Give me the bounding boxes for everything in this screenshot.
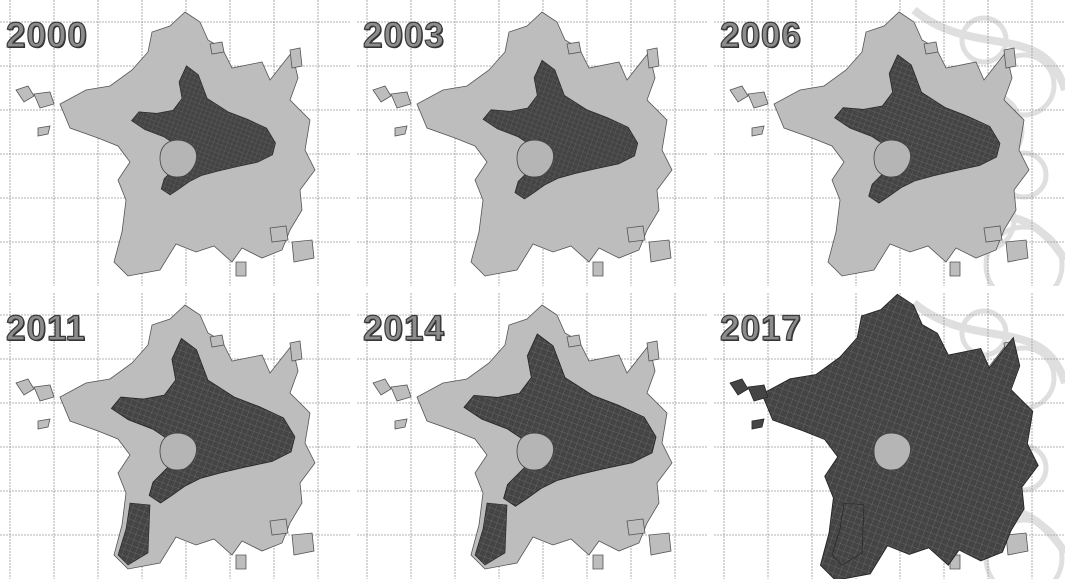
- map-panel-2003: 2003: [357, 0, 708, 286]
- outlying-parcel: [291, 532, 315, 556]
- outlying-parcel: [566, 334, 582, 348]
- outlying-parcel: [751, 125, 765, 137]
- built-up-area: [463, 333, 657, 507]
- central-park: [159, 139, 197, 178]
- outlying-parcel: [648, 239, 672, 263]
- built-up-area: [110, 337, 296, 504]
- map-panel-2006: 2006: [714, 0, 1065, 286]
- outlying-parcel: [923, 41, 939, 55]
- outlying-parcel: [394, 418, 408, 430]
- outlying-parcel: [566, 41, 582, 55]
- built-up-area: [131, 65, 276, 196]
- outlying-parcel: [15, 378, 35, 396]
- year-label: 2014: [362, 309, 445, 348]
- outlying-parcel: [235, 261, 247, 277]
- map-svg: [0, 293, 351, 579]
- outlying-parcel: [33, 384, 55, 402]
- central-park: [159, 432, 197, 471]
- outlying-parcel: [592, 261, 604, 277]
- outlying-parcel: [289, 47, 303, 69]
- built-up-area: [834, 54, 1001, 204]
- map-svg: [357, 293, 708, 579]
- outlying-parcel: [209, 334, 225, 348]
- map-panel-2011: 2011: [0, 293, 351, 579]
- outlying-parcel: [747, 91, 769, 109]
- map-panel-2014: 2014: [357, 293, 708, 579]
- outlying-parcel: [209, 41, 225, 55]
- outlying-parcel: [729, 85, 749, 103]
- built-up-core: [463, 333, 657, 507]
- built-up-extension: [474, 502, 508, 566]
- outlying-parcel: [15, 85, 35, 103]
- year-label: 2011: [5, 309, 86, 348]
- year-label: 2017: [719, 309, 802, 348]
- built-up-extension: [117, 502, 151, 566]
- built-up-outlier: [751, 418, 765, 430]
- central-park: [516, 432, 554, 471]
- outlying-parcel: [33, 91, 55, 109]
- outlying-parcel: [646, 340, 660, 362]
- outlying-parcel: [983, 225, 1003, 243]
- central-park: [873, 139, 911, 178]
- map-panel-2017: 2017: [714, 293, 1065, 579]
- outlying-parcel: [289, 340, 303, 362]
- built-up-core: [110, 337, 296, 504]
- year-label: 2006: [719, 16, 802, 55]
- outlying-parcel: [1005, 532, 1029, 556]
- outlying-parcel: [390, 384, 412, 402]
- map-svg: [0, 0, 351, 286]
- map-svg: [714, 293, 1065, 579]
- map-svg: [714, 0, 1065, 286]
- outlying-parcel: [394, 125, 408, 137]
- outlying-parcel: [269, 518, 289, 536]
- outlying-parcel: [37, 418, 51, 430]
- watermark-swirl: [983, 224, 1065, 286]
- outlying-parcel: [949, 261, 961, 277]
- outlying-parcel: [37, 125, 51, 137]
- year-label: 2000: [5, 16, 88, 55]
- built-up-extension: [831, 502, 865, 566]
- outlying-parcel: [1005, 239, 1029, 263]
- built-up-core: [834, 54, 1001, 204]
- built-up-core: [131, 65, 276, 196]
- outlying-parcel: [648, 532, 672, 556]
- built-up-outlier: [747, 384, 769, 402]
- outlying-parcel: [646, 47, 660, 69]
- built-up-core: [482, 59, 639, 200]
- built-up-outlier: [729, 378, 749, 396]
- map-svg: [357, 0, 708, 286]
- outlying-parcel: [235, 554, 247, 570]
- outlying-parcel: [390, 91, 412, 109]
- outlying-parcel: [626, 225, 646, 243]
- outlying-parcel: [372, 85, 392, 103]
- central-park: [516, 139, 554, 178]
- map-panel-2000: 2000: [0, 0, 351, 286]
- central-park: [873, 432, 911, 471]
- year-label: 2003: [362, 16, 445, 55]
- outlying-parcel: [372, 378, 392, 396]
- built-up-area: [482, 59, 639, 200]
- outlying-parcel: [592, 554, 604, 570]
- outlying-parcel: [626, 518, 646, 536]
- outlying-parcel: [291, 239, 315, 263]
- outlying-parcel: [1003, 47, 1017, 69]
- outlying-parcel: [269, 225, 289, 243]
